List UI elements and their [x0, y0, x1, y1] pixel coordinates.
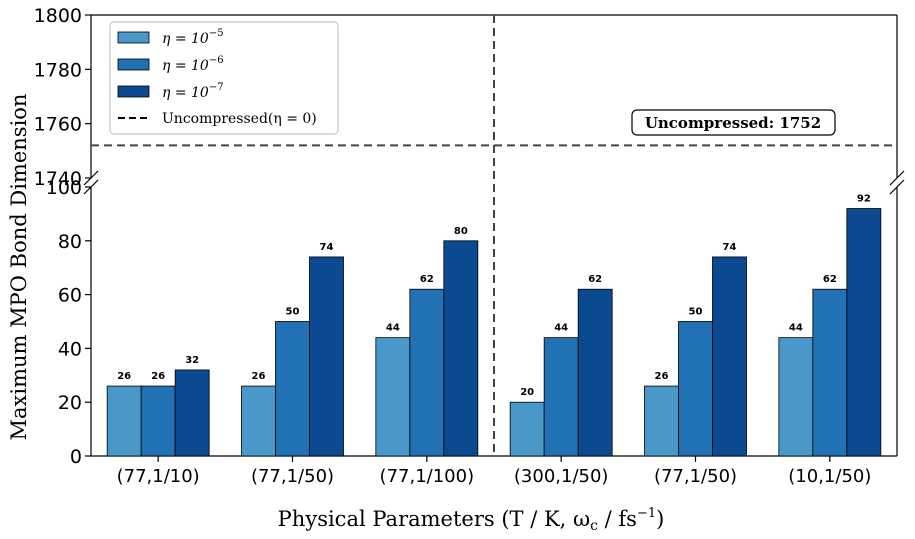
bar-value-label: 26	[117, 371, 131, 382]
y-ticks-upper: 1740 1760 1780 1800	[34, 5, 91, 190]
bar-value-label: 26	[252, 371, 266, 382]
y-ticks-lower: 0 20 40 60 80 100	[46, 177, 91, 468]
bar	[375, 337, 411, 457]
bar-value-label: 26	[151, 371, 165, 382]
bar-value-label: 50	[689, 307, 703, 318]
y-tick-label: 1740	[34, 168, 82, 190]
y-tick-label: 100	[46, 177, 82, 199]
x-tick-label: (77,1/50)	[251, 466, 334, 487]
bar-value-label: 32	[185, 355, 199, 366]
legend-label-1e-5: η = 10−5	[162, 28, 224, 47]
bar-value-label: 62	[823, 274, 837, 285]
y-axis-title: Maximum MPO Bond Dimension	[7, 94, 31, 441]
bar	[712, 256, 747, 457]
uncompressed-annotation: Uncompressed: 1752	[631, 109, 836, 136]
bar	[241, 385, 276, 457]
x-tick-label: (300,1/50)	[514, 466, 609, 487]
bar	[409, 288, 445, 457]
bar	[846, 208, 882, 457]
bar	[644, 385, 679, 457]
y-tick-label: 40	[58, 338, 82, 360]
bar-value-label: 62	[420, 274, 434, 285]
x-tick-label: (10,1/50)	[788, 466, 871, 487]
bar-labels: 26 26 32 26 50 74 44 62 80 20 44 62 26 50 74 44 62 92	[117, 194, 871, 399]
bar-value-label: 50	[286, 307, 300, 318]
bar	[275, 321, 310, 457]
bar-value-label: 74	[723, 242, 737, 253]
x-tick-label: (77,1/100)	[380, 466, 475, 487]
bar	[140, 385, 176, 457]
bar-value-label: 62	[588, 274, 602, 285]
legend-swatch-1e-5	[117, 31, 150, 44]
legend-label-uncompressed: Uncompressed(η = 0)	[162, 111, 317, 127]
bar-value-label: 74	[320, 242, 334, 253]
bar	[812, 288, 848, 457]
legend-swatch-1e-6	[117, 58, 150, 71]
bar	[443, 240, 479, 457]
bar-value-label: 26	[655, 371, 669, 382]
bar-value-label: 44	[386, 323, 400, 334]
bar-value-label: 44	[789, 323, 803, 334]
bar	[509, 401, 545, 457]
legend-label-1e-6: η = 10−6	[162, 55, 224, 74]
bar	[309, 256, 344, 457]
bar-value-label: 20	[520, 387, 534, 398]
y-tick-label: 60	[58, 285, 82, 307]
y-tick-label: 80	[58, 231, 82, 253]
legend: η = 10−5 η = 10−6 η = 10−7 Uncompressed(…	[109, 21, 339, 135]
y-tick-label: 1760	[34, 114, 82, 136]
bar	[543, 337, 579, 457]
x-axis-title: Physical Parameters (T / K, ωc / fs−1)	[278, 506, 665, 534]
lower-panel	[90, 187, 898, 457]
y-tick-label: 1800	[34, 5, 82, 27]
bar	[778, 337, 814, 457]
bar	[577, 288, 613, 457]
bar-value-label: 80	[454, 226, 468, 237]
y-tick-label: 20	[58, 392, 82, 414]
legend-swatch-1e-7	[117, 85, 150, 98]
svg-text:Uncompressed: 1752: Uncompressed: 1752	[645, 114, 821, 132]
y-tick-label: 0	[70, 446, 82, 468]
bar	[174, 369, 210, 457]
legend-label-1e-7: η = 10−7	[162, 82, 224, 101]
bars	[106, 208, 882, 457]
bar-value-label: 92	[857, 194, 871, 205]
bar-value-label: 44	[554, 323, 568, 334]
bar	[106, 385, 142, 457]
y-tick-label: 1780	[34, 59, 82, 81]
x-tick-label: (77,1/50)	[654, 466, 737, 487]
x-ticks: (77,1/10) (77,1/50) (77,1/100) (300,1/50) (7…	[117, 456, 871, 487]
bar	[678, 321, 713, 457]
x-tick-label: (77,1/10)	[117, 466, 200, 487]
